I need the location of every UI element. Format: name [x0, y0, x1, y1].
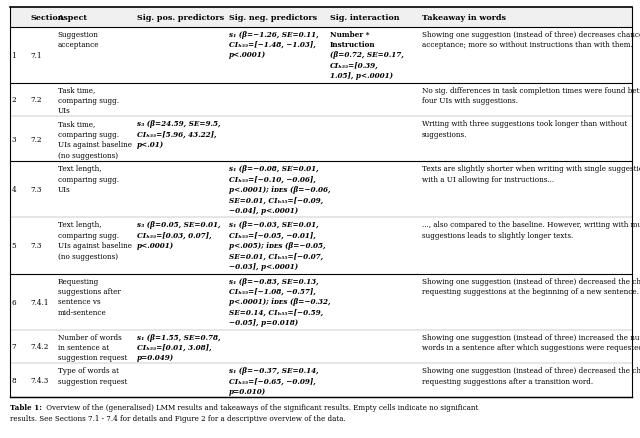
- Text: 4: 4: [12, 186, 16, 194]
- Text: Text length,
comparing sugg.
UIs against baseline
(no suggestions): Text length, comparing sugg. UIs against…: [58, 221, 132, 260]
- Text: 2: 2: [12, 96, 16, 104]
- Text: 7.2: 7.2: [30, 96, 42, 104]
- Text: Overview of the (generalised) LMM results and takeaways of the significant resul: Overview of the (generalised) LMM result…: [44, 403, 478, 410]
- Text: s₃ (β=24.59, SE=9.5,
CIₕ₅₅=[5.96, 43.22],
p<.01): s₃ (β=24.59, SE=9.5, CIₕ₅₅=[5.96, 43.22]…: [137, 120, 221, 149]
- Text: Table 1:: Table 1:: [10, 403, 42, 410]
- Text: Sig. neg. predictors: Sig. neg. predictors: [229, 14, 317, 22]
- Text: 7.2: 7.2: [30, 135, 42, 144]
- Text: Takeaway in words: Takeaway in words: [422, 14, 506, 22]
- Text: Section: Section: [30, 14, 63, 22]
- Text: s₁ (β=−0.37, SE=0.14,
CIₕ₅₅=[−0.65, −0.09],
p=0.010): s₁ (β=−0.37, SE=0.14, CIₕ₅₅=[−0.65, −0.0…: [229, 367, 319, 395]
- Text: Writing with three suggestions took longer than without
suggestions.: Writing with three suggestions took long…: [422, 120, 627, 138]
- Bar: [10, 8, 632, 28]
- Text: Number *
Instruction: Number * Instruction: [330, 30, 376, 49]
- Text: No sig. differences in task completion times were found between the
four UIs wit: No sig. differences in task completion t…: [422, 86, 640, 105]
- Text: Requesting
suggestions after
sentence vs
mid-sentence: Requesting suggestions after sentence vs…: [58, 277, 120, 316]
- Text: s₁ (β=1.55, SE=0.78,
CIₕ₅₅=[0.01, 3.08],
p=0.049): s₁ (β=1.55, SE=0.78, CIₕ₅₅=[0.01, 3.08],…: [137, 333, 221, 362]
- Text: s₁ (β=−1.26, SE=0.11,
CIₕ₅₅=[−1.48, −1.03],
p<.0001): s₁ (β=−1.26, SE=0.11, CIₕ₅₅=[−1.48, −1.0…: [229, 30, 319, 59]
- Text: results. See Sections 7.1 - 7.4 for details and Figure 2 for a descriptive overv: results. See Sections 7.1 - 7.4 for deta…: [10, 414, 346, 422]
- Text: 5: 5: [12, 242, 16, 250]
- Text: Aspect: Aspect: [58, 14, 88, 22]
- Text: Task time,
comparing sugg.
UIs: Task time, comparing sugg. UIs: [58, 86, 118, 115]
- Text: s₁ (β=−0.83, SE=0.13,
CIₕ₅₅=[−1.08, −0.57],
p<.0001); iᴅᴇs (β=−0.32,
SE=0.14, CI: s₁ (β=−0.83, SE=0.13, CIₕ₅₅=[−1.08, −0.5…: [229, 277, 331, 326]
- Text: Texts are slightly shorter when writing with single suggestions or
with a UI all: Texts are slightly shorter when writing …: [422, 165, 640, 183]
- Text: Text length,
comparing sugg.
UIs: Text length, comparing sugg. UIs: [58, 165, 118, 194]
- Text: Sig. interaction: Sig. interaction: [330, 14, 399, 22]
- Text: 7.3: 7.3: [30, 186, 42, 194]
- Text: s₁ (β=−0.03, SE=0.01,
CIₕ₅₅=[−0.05, −0.01],
p<.005); iᴅᴇs (β=−0.05,
SE=0.01, CIₕ: s₁ (β=−0.03, SE=0.01, CIₕ₅₅=[−0.05, −0.0…: [229, 221, 326, 270]
- Text: Type of words at
suggestion request: Type of words at suggestion request: [58, 367, 127, 385]
- Text: 1: 1: [12, 51, 16, 60]
- Text: 7.3: 7.3: [30, 242, 42, 250]
- Text: Suggestion
acceptance: Suggestion acceptance: [58, 30, 99, 49]
- Text: ..., also compared to the baseline. However, writing with multiple
suggestions l: ..., also compared to the baseline. Howe…: [422, 221, 640, 239]
- Text: Showing one suggestion (instead of three) decreased the chance of
requesting sug: Showing one suggestion (instead of three…: [422, 277, 640, 295]
- Text: 7.4.1: 7.4.1: [30, 298, 49, 306]
- Text: 3: 3: [12, 135, 16, 144]
- Text: Number of words
in sentence at
suggestion request: Number of words in sentence at suggestio…: [58, 333, 127, 362]
- Text: Sig. pos. predictors: Sig. pos. predictors: [137, 14, 224, 22]
- Text: 6: 6: [12, 298, 16, 306]
- Text: 7.1: 7.1: [30, 51, 42, 60]
- Text: 7.4.2: 7.4.2: [30, 343, 49, 351]
- Text: Task time,
comparing sugg.
UIs against baseline
(no suggestions): Task time, comparing sugg. UIs against b…: [58, 120, 132, 159]
- Text: (β=0.72, SE=0.17,
CIₕ₅₅=[0.39,
1.05], p<.0001): (β=0.72, SE=0.17, CIₕ₅₅=[0.39, 1.05], p<…: [330, 51, 404, 79]
- Text: s₁ (β=−0.08, SE=0.01,
CIₕ₅₅=[−0.10, −0.06],
p<.0001); iᴅᴇs (β=−0.06,
SE=0.01, CI: s₁ (β=−0.08, SE=0.01, CIₕ₅₅=[−0.10, −0.0…: [229, 165, 331, 214]
- Text: Showing one suggestion (instead of three) decreased the chance of
requesting sug: Showing one suggestion (instead of three…: [422, 367, 640, 385]
- Text: s₃ (β=0.05, SE=0.01,
CIₕ₅₅=[0.03, 0.07],
p<.0001): s₃ (β=0.05, SE=0.01, CIₕ₅₅=[0.03, 0.07],…: [137, 221, 221, 250]
- Text: 7.4.3: 7.4.3: [30, 376, 49, 384]
- Text: 8: 8: [12, 376, 16, 384]
- Text: Showing one suggestion (instead of three) increased the number of
words in a sen: Showing one suggestion (instead of three…: [422, 333, 640, 351]
- Text: Showing one suggestion (instead of three) decreases chance of
acceptance; more s: Showing one suggestion (instead of three…: [422, 30, 640, 49]
- Text: 7: 7: [12, 343, 16, 351]
